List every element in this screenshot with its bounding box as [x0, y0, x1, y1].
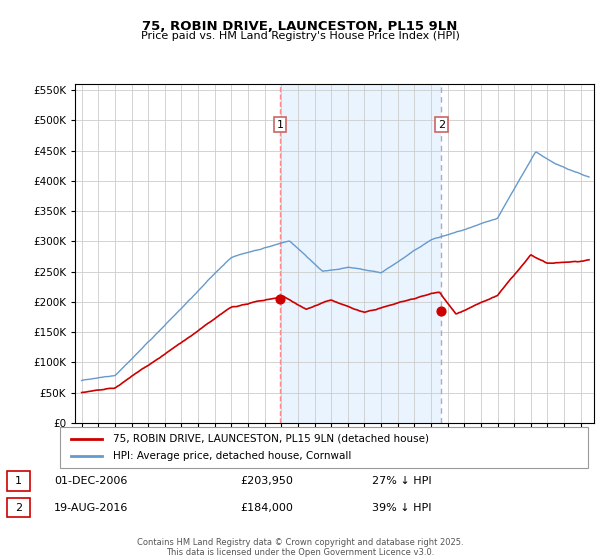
Text: £184,000: £184,000 [240, 503, 293, 512]
Text: Contains HM Land Registry data © Crown copyright and database right 2025.
This d: Contains HM Land Registry data © Crown c… [137, 538, 463, 557]
Text: 1: 1 [15, 476, 22, 486]
Text: 27% ↓ HPI: 27% ↓ HPI [372, 476, 431, 486]
Text: 1: 1 [277, 120, 283, 130]
Text: 75, ROBIN DRIVE, LAUNCESTON, PL15 9LN: 75, ROBIN DRIVE, LAUNCESTON, PL15 9LN [142, 20, 458, 32]
Text: 2: 2 [15, 503, 22, 512]
Bar [280, 84, 442, 423]
Point [437, 307, 446, 316]
Text: £203,950: £203,950 [240, 476, 293, 486]
Text: 01-DEC-2006: 01-DEC-2006 [54, 476, 127, 486]
Text: 19-AUG-2016: 19-AUG-2016 [54, 503, 128, 512]
Text: 75, ROBIN DRIVE, LAUNCESTON, PL15 9LN (detached house): 75, ROBIN DRIVE, LAUNCESTON, PL15 9LN (d… [113, 433, 429, 444]
FancyBboxPatch shape [7, 472, 30, 491]
FancyBboxPatch shape [7, 498, 30, 517]
Point [275, 295, 285, 304]
Text: Price paid vs. HM Land Registry's House Price Index (HPI): Price paid vs. HM Land Registry's House … [140, 31, 460, 41]
Text: HPI: Average price, detached house, Cornwall: HPI: Average price, detached house, Corn… [113, 451, 351, 461]
Text: 2: 2 [438, 120, 445, 130]
FancyBboxPatch shape [60, 427, 588, 468]
Text: 39% ↓ HPI: 39% ↓ HPI [372, 503, 431, 512]
